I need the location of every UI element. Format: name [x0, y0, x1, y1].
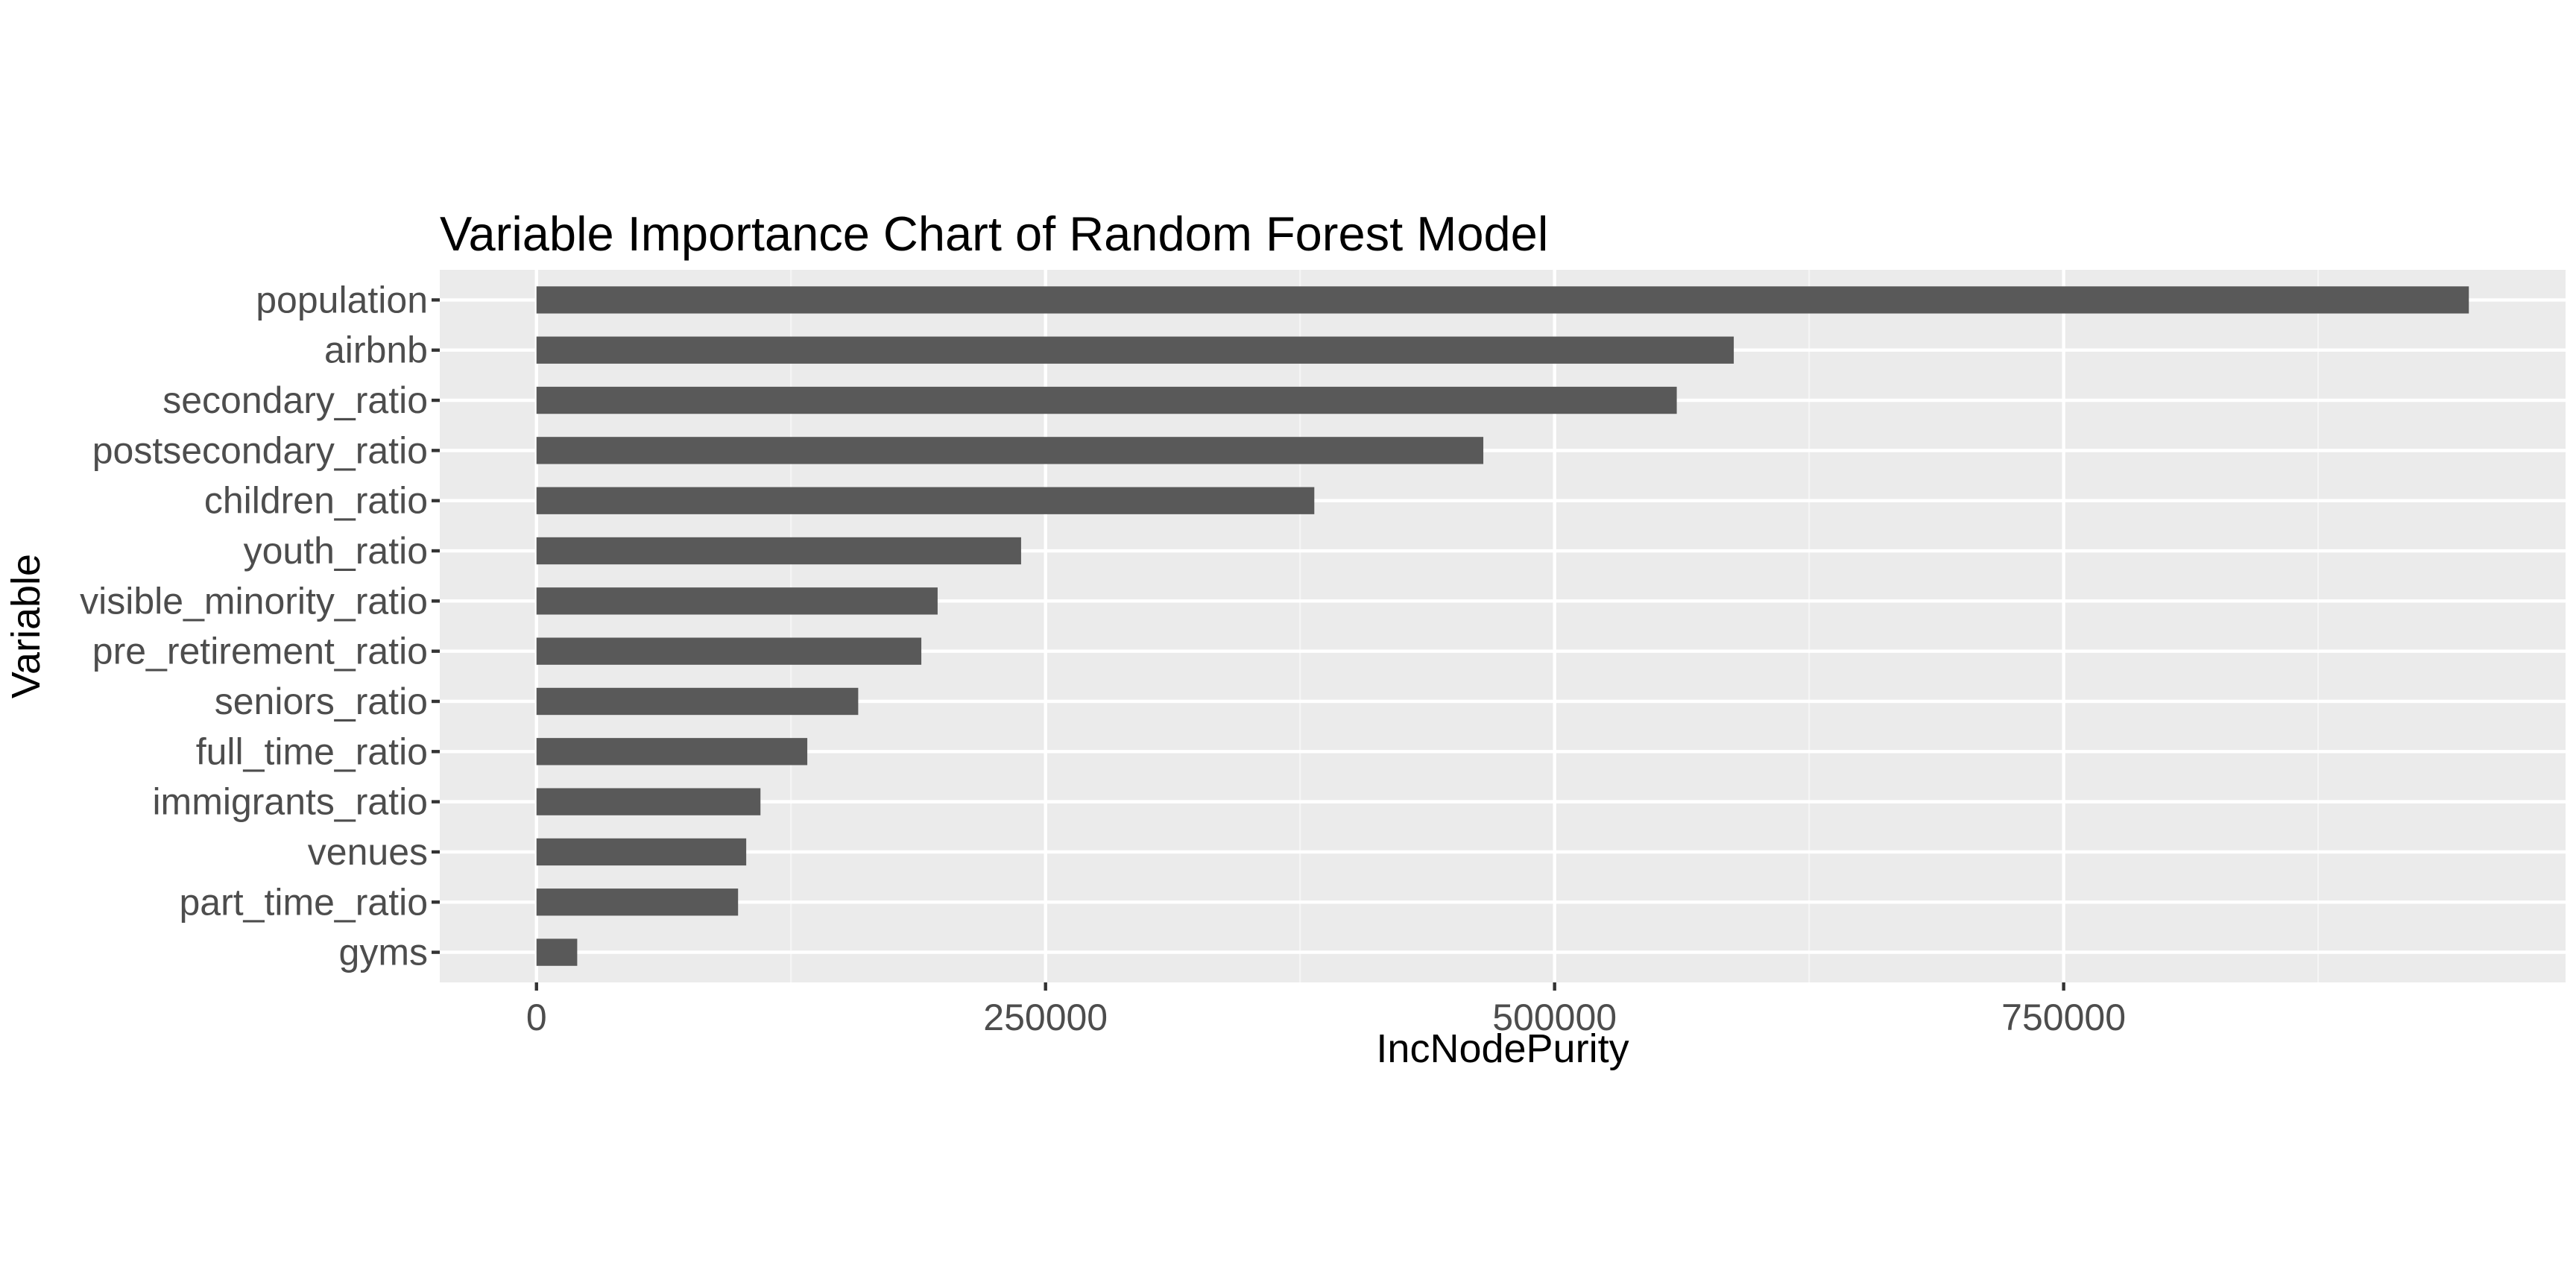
y-tick-label: venues	[308, 831, 428, 873]
y-tick-label: part_time_ratio	[180, 881, 429, 923]
bar-children-ratio	[536, 487, 1315, 514]
x-tick-label: 250000	[983, 997, 1108, 1038]
chart-title: Variable Importance Chart of Random Fore…	[440, 206, 1548, 261]
bar-visible-minority-ratio	[536, 587, 938, 615]
y-tick-label: airbnb	[324, 329, 428, 371]
bar-postsecondary-ratio	[536, 437, 1484, 464]
x-axis-title: IncNodePurity	[1376, 1026, 1629, 1071]
y-tick-label: immigrants_ratio	[152, 781, 428, 823]
y-tick-label: population	[256, 279, 428, 321]
bars	[536, 286, 2469, 966]
bar-immigrants-ratio	[536, 788, 761, 815]
y-tick-label: gyms	[339, 932, 428, 973]
y-axis-title: Variable	[4, 554, 48, 698]
bar-part-time-ratio	[536, 888, 739, 916]
bar-youth-ratio	[536, 537, 1021, 565]
x-tick-label: 750000	[2001, 997, 2126, 1038]
y-axis-ticks: population airbnb secondary_ratio postsecon…	[80, 279, 440, 973]
bar-secondary-ratio	[536, 386, 1677, 414]
y-tick-label: pre_retirement_ratio	[92, 631, 428, 672]
y-tick-label: secondary_ratio	[162, 379, 428, 421]
y-tick-label: full_time_ratio	[196, 730, 428, 772]
y-tick-label: visible_minority_ratio	[80, 580, 428, 622]
plot-panel	[440, 270, 2566, 982]
bar-venues	[536, 838, 747, 866]
x-axis-ticks: 0 250000 500000 750000	[526, 982, 2126, 1038]
bar-full-time-ratio	[536, 738, 808, 765]
bar-airbnb	[536, 336, 1734, 364]
x-tick-label: 500000	[1492, 997, 1617, 1038]
y-tick-label: children_ratio	[204, 480, 428, 522]
bar-population	[536, 286, 2469, 314]
bar-gyms	[536, 938, 578, 966]
bar-seniors-ratio	[536, 687, 859, 716]
y-tick-label: seniors_ratio	[215, 681, 428, 722]
y-tick-label: youth_ratio	[244, 530, 428, 572]
x-tick-label: 0	[526, 997, 547, 1038]
bar-pre-retirement-ratio	[536, 637, 922, 665]
y-tick-label: postsecondary_ratio	[92, 429, 428, 471]
